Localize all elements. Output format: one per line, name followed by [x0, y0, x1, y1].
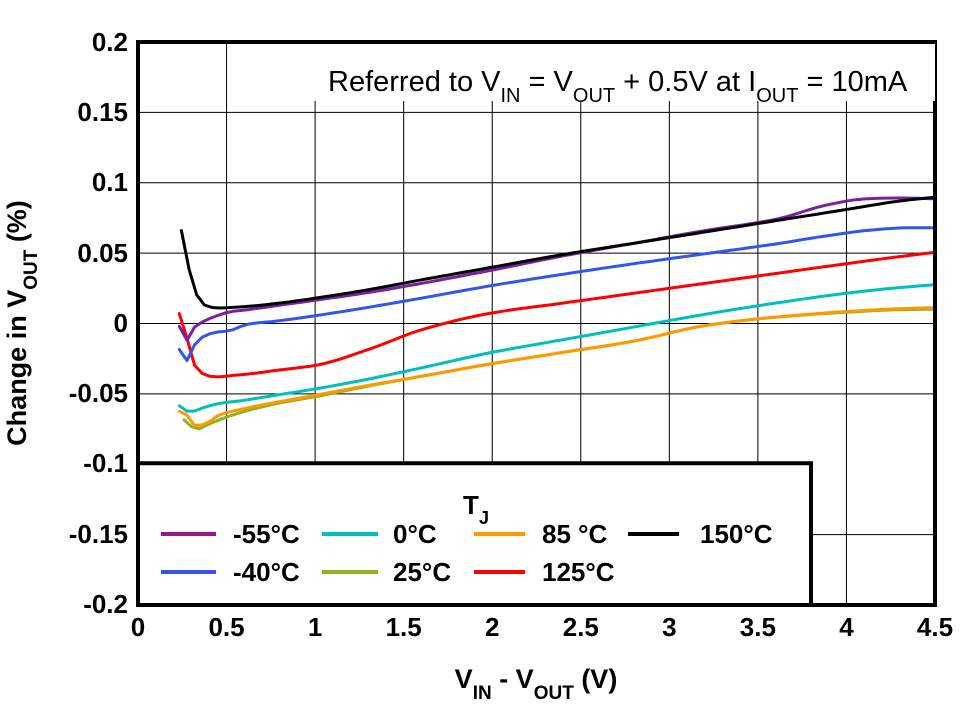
svg-text:1: 1 [308, 612, 322, 642]
svg-text:1.5: 1.5 [386, 612, 422, 642]
svg-text:25°C: 25°C [393, 557, 451, 587]
svg-text:2.5: 2.5 [563, 612, 599, 642]
svg-text:VIN - VOUT (V): VIN - VOUT (V) [455, 664, 618, 701]
svg-text:0.5: 0.5 [208, 612, 244, 642]
svg-text:85 °C: 85 °C [542, 519, 608, 549]
svg-text:0.15: 0.15 [77, 97, 128, 127]
svg-text:0.05: 0.05 [77, 238, 128, 268]
svg-text:0.1: 0.1 [92, 167, 128, 197]
svg-text:-55°C: -55°C [233, 519, 300, 549]
svg-text:-0.15: -0.15 [69, 519, 128, 549]
svg-text:0.2: 0.2 [92, 27, 128, 57]
svg-text:-0.1: -0.1 [83, 448, 128, 478]
svg-text:3: 3 [662, 612, 676, 642]
svg-text:125°C: 125°C [542, 557, 615, 587]
svg-text:0°C: 0°C [393, 519, 437, 549]
svg-text:-40°C: -40°C [233, 557, 300, 587]
svg-text:0: 0 [114, 308, 128, 338]
svg-text:2: 2 [485, 612, 499, 642]
svg-text:4: 4 [839, 612, 854, 642]
svg-text:-0.2: -0.2 [83, 589, 128, 619]
svg-text:150°C: 150°C [700, 519, 773, 549]
svg-text:4.5: 4.5 [917, 612, 953, 642]
svg-text:3.5: 3.5 [740, 612, 776, 642]
svg-text:Change in VOUT (%): Change in VOUT (%) [2, 200, 42, 446]
svg-text:-0.05: -0.05 [69, 378, 128, 408]
svg-text:0: 0 [131, 612, 145, 642]
